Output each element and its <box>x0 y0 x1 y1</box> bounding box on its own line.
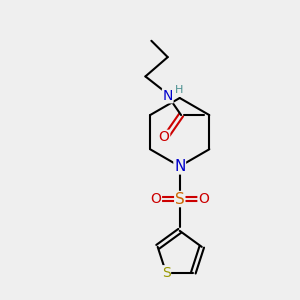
Text: O: O <box>198 192 209 206</box>
Text: O: O <box>151 192 161 206</box>
Text: H: H <box>175 85 183 95</box>
Text: N: N <box>163 89 173 103</box>
Text: S: S <box>162 266 170 280</box>
Text: N: N <box>174 159 185 174</box>
Text: O: O <box>159 130 170 144</box>
Text: S: S <box>175 191 184 206</box>
